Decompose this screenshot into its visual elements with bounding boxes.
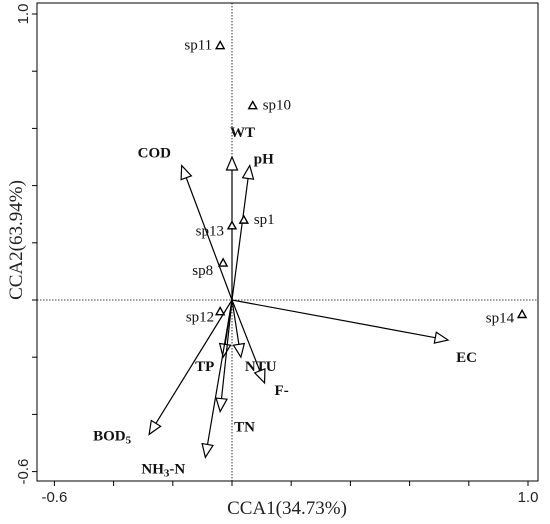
species-sp8-label: sp8 bbox=[192, 263, 213, 279]
environmental-arrows: WT pH COD EC TP NTU F- TN BOD5 NH3-N bbox=[93, 125, 477, 479]
species-sp11-marker bbox=[214, 40, 226, 50]
arrow-nh3-n-head bbox=[201, 442, 214, 459]
species-sp10-marker bbox=[247, 100, 258, 110]
x-axis-title: CCA1(34.73%) bbox=[227, 498, 347, 519]
arrow-ec-shaft bbox=[231, 299, 436, 339]
arrow-ph-shaft bbox=[231, 178, 249, 301]
arrow-ntu-head bbox=[232, 342, 246, 359]
arrow-f-label: F- bbox=[275, 383, 289, 399]
axis-ticks: -0.6 1.0 1.0 -0.6 bbox=[15, 4, 538, 506]
arrow-ec-label: EC bbox=[456, 350, 477, 366]
arrow-f-head bbox=[253, 367, 266, 385]
y-tick-label: -0.6 bbox=[15, 459, 32, 485]
species-sp14-label: sp14 bbox=[486, 310, 515, 326]
arrow-bod5-shaft bbox=[155, 299, 233, 424]
arrow-nh3-n-label: NH3-N bbox=[141, 461, 185, 479]
arrow-cod-shaft bbox=[185, 177, 233, 301]
arrow-bod5-head bbox=[148, 419, 162, 436]
species-sp12-label: sp12 bbox=[186, 309, 214, 325]
y-tick-label: 1.0 bbox=[15, 4, 32, 25]
species-sp8-marker bbox=[217, 257, 229, 267]
arrow-ntu-label: NTU bbox=[245, 359, 277, 375]
x-tick-label: -0.6 bbox=[41, 489, 67, 506]
x-tick-label: 1.0 bbox=[518, 489, 539, 506]
arrow-nh3-n-shaft bbox=[206, 299, 233, 445]
arrow-wt-label: WT bbox=[230, 125, 255, 141]
arrow-wt-head bbox=[225, 155, 239, 171]
species-sp13-label: sp13 bbox=[196, 224, 224, 240]
arrow-ph-head bbox=[241, 164, 255, 180]
arrow-tn-shaft bbox=[220, 299, 233, 399]
species-sp13-marker bbox=[226, 220, 238, 230]
arrow-bod5-label: BOD5 bbox=[93, 428, 132, 446]
arrow-cod-head bbox=[180, 164, 193, 181]
arrow-ph-label: pH bbox=[254, 152, 274, 168]
plot-frame bbox=[36, 2, 539, 482]
species-sp10-label: sp10 bbox=[263, 98, 291, 114]
species-points: sp11 sp10 sp1 sp13 sp8 sp12 sp14 bbox=[184, 37, 528, 326]
species-sp11-label: sp11 bbox=[184, 37, 212, 53]
arrow-tp-label: TP bbox=[195, 359, 214, 375]
arrow-ntu-shaft bbox=[231, 299, 240, 345]
y-axis-title: CCA2(63.94%) bbox=[6, 180, 27, 300]
arrow-tp-head bbox=[218, 342, 232, 359]
arrow-tn-head bbox=[215, 397, 228, 414]
species-sp12-marker bbox=[214, 305, 226, 316]
arrow-cod-label: COD bbox=[138, 146, 172, 162]
arrow-tn-label: TN bbox=[234, 420, 255, 436]
arrow-f-shaft bbox=[231, 299, 261, 372]
species-sp1-marker bbox=[238, 214, 250, 224]
species-sp1-label: sp1 bbox=[254, 212, 275, 228]
species-sp14-marker bbox=[516, 308, 528, 319]
arrow-ec-head bbox=[433, 331, 450, 344]
